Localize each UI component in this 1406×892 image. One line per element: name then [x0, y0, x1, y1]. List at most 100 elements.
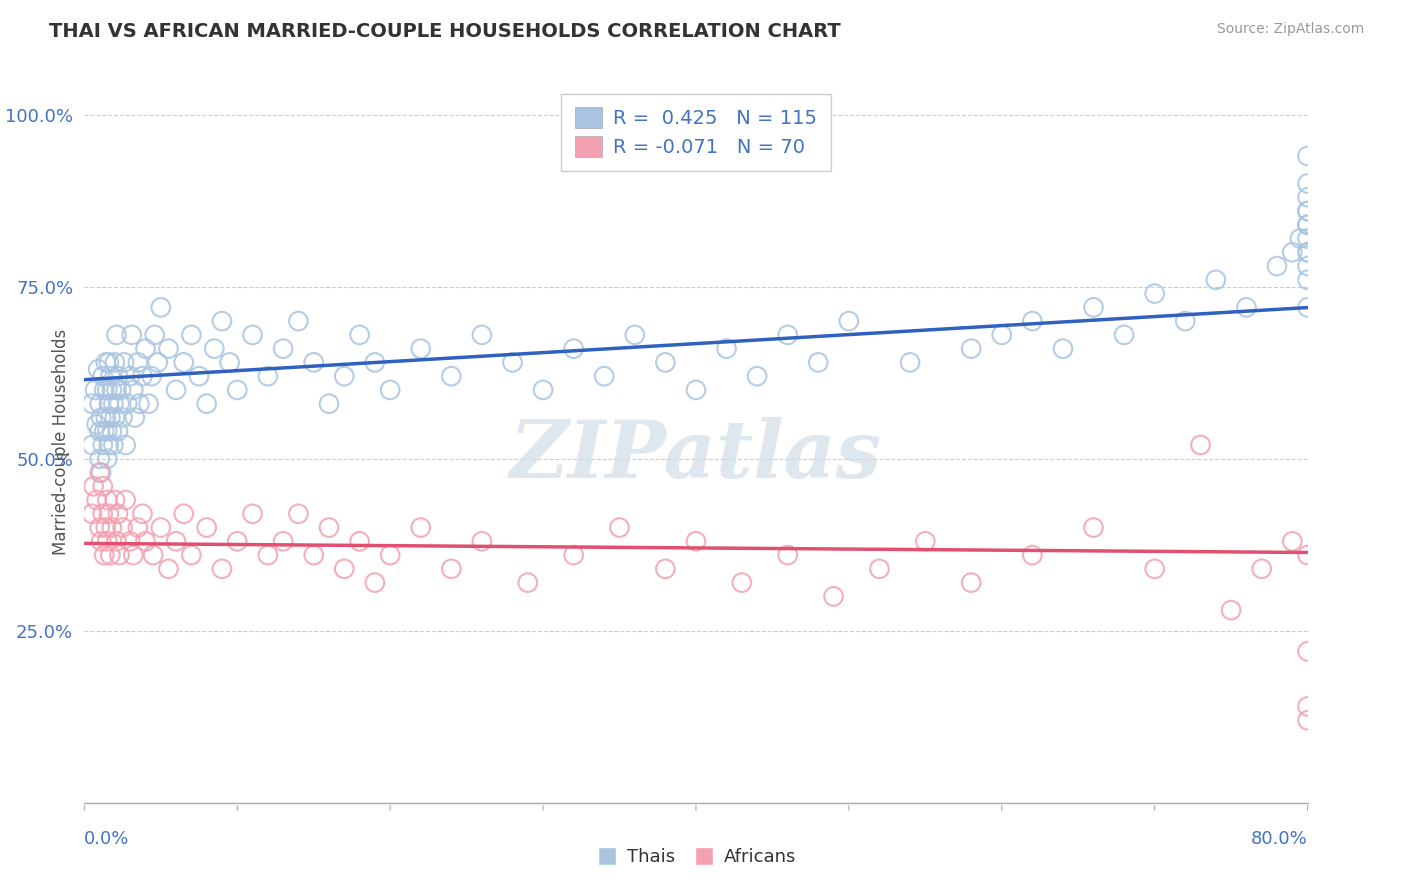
Point	[562, 342, 585, 356]
Point	[146, 355, 169, 369]
Point	[108, 548, 131, 562]
Point	[149, 301, 172, 315]
Point	[226, 383, 249, 397]
Point	[127, 520, 149, 534]
Point	[128, 397, 150, 411]
Point	[120, 534, 142, 549]
Point	[1174, 314, 1197, 328]
Point	[111, 410, 134, 425]
Point	[898, 355, 921, 369]
Text: Source: ZipAtlas.com: Source: ZipAtlas.com	[1216, 22, 1364, 37]
Point	[1083, 520, 1105, 534]
Point	[101, 520, 124, 534]
Point	[80, 397, 103, 411]
Point	[364, 575, 387, 590]
Point	[302, 548, 325, 562]
Point	[89, 466, 111, 480]
Point	[257, 548, 280, 562]
Point	[440, 562, 463, 576]
Point	[1289, 231, 1312, 245]
Point	[94, 355, 117, 369]
Point	[105, 327, 128, 342]
Point	[685, 534, 707, 549]
Point	[440, 369, 463, 384]
Point	[96, 383, 118, 397]
Text: ZIPatlas: ZIPatlas	[510, 417, 882, 495]
Point	[1296, 245, 1319, 260]
Point	[114, 493, 136, 508]
Point	[318, 397, 340, 411]
Point	[103, 397, 125, 411]
Point	[97, 507, 120, 521]
Point	[1296, 190, 1319, 204]
Point	[471, 534, 494, 549]
Point	[86, 417, 108, 432]
Point	[111, 520, 134, 534]
Point	[685, 383, 707, 397]
Point	[409, 342, 432, 356]
Point	[1296, 245, 1319, 260]
Point	[93, 548, 115, 562]
Point	[516, 575, 538, 590]
Point	[97, 355, 120, 369]
Text: THAI VS AFRICAN MARRIED-COUPLE HOUSEHOLDS CORRELATION CHART: THAI VS AFRICAN MARRIED-COUPLE HOUSEHOLD…	[49, 22, 841, 41]
Point	[195, 520, 218, 534]
Point	[180, 548, 202, 562]
Point	[89, 520, 111, 534]
Point	[211, 314, 233, 328]
Point	[83, 479, 105, 493]
Point	[271, 342, 294, 356]
Point	[121, 327, 143, 342]
Point	[1296, 273, 1319, 287]
Point	[333, 562, 356, 576]
Point	[93, 424, 115, 438]
Point	[531, 383, 554, 397]
Point	[242, 507, 264, 521]
Point	[107, 424, 129, 438]
Point	[1052, 342, 1074, 356]
Point	[98, 369, 121, 384]
Point	[195, 397, 218, 411]
Point	[131, 507, 153, 521]
Point	[226, 534, 249, 549]
Point	[1296, 259, 1319, 273]
Point	[202, 342, 225, 356]
Point	[91, 369, 114, 384]
Point	[1281, 534, 1303, 549]
Point	[1296, 149, 1319, 163]
Point	[84, 383, 107, 397]
Point	[89, 397, 111, 411]
Point	[1250, 562, 1272, 576]
Point	[218, 355, 240, 369]
Point	[90, 466, 112, 480]
Point	[242, 327, 264, 342]
Point	[1296, 713, 1319, 727]
Point	[127, 355, 149, 369]
Point	[1021, 314, 1043, 328]
Point	[349, 327, 371, 342]
Point	[87, 362, 110, 376]
Point	[271, 534, 294, 549]
Point	[188, 369, 211, 384]
Point	[333, 369, 356, 384]
Point	[98, 548, 121, 562]
Point	[112, 355, 135, 369]
Point	[103, 438, 125, 452]
Point	[96, 493, 118, 508]
Point	[91, 479, 114, 493]
Legend: Thais, Africans: Thais, Africans	[589, 841, 803, 873]
Point	[1021, 548, 1043, 562]
Point	[104, 355, 127, 369]
Point	[108, 397, 131, 411]
Point	[86, 493, 108, 508]
Point	[991, 327, 1014, 342]
Point	[124, 410, 146, 425]
Point	[97, 438, 120, 452]
Point	[89, 424, 111, 438]
Point	[1296, 548, 1319, 562]
Point	[98, 410, 121, 425]
Point	[89, 451, 111, 466]
Point	[1143, 562, 1166, 576]
Point	[1220, 603, 1243, 617]
Point	[654, 562, 676, 576]
